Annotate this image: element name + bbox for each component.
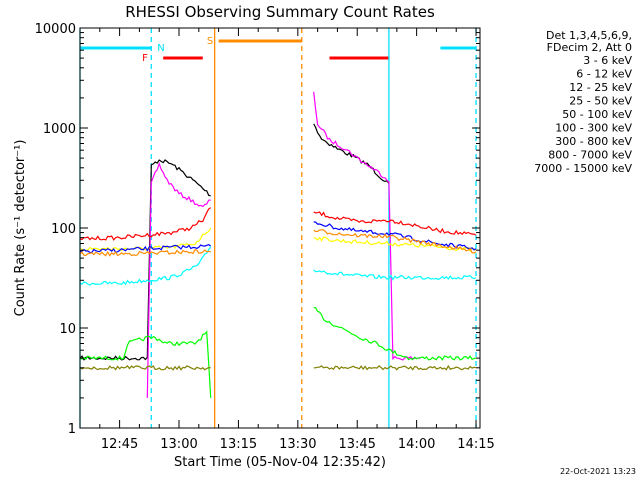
series-line [79, 207, 212, 241]
series-line [313, 307, 477, 361]
legend-entry-label: 800 - 7000 keV [548, 149, 632, 162]
flag-label-s: S [207, 36, 213, 47]
x-tick-label: 13:45 [338, 437, 375, 452]
flag-label-f: F [142, 53, 148, 64]
x-tick-label: 13:30 [279, 437, 316, 452]
series-line [313, 364, 477, 371]
series-line [313, 269, 477, 281]
legend-entry-label: 300 - 800 keV [555, 135, 632, 148]
series-line [79, 246, 212, 286]
series-line [79, 330, 212, 398]
series-line [313, 229, 477, 254]
y-tick-label: 100 [51, 222, 76, 237]
legend-entry-label: 50 - 100 keV [562, 108, 632, 121]
series-line [313, 211, 477, 236]
flag-bars: NF S [80, 36, 477, 64]
attenuator-lines [79, 28, 477, 428]
x-tick-label: 12:45 [101, 437, 138, 452]
y-axis-ticks: 1 10 100 1000 10000 [35, 22, 480, 437]
x-axis-label: Start Time (05-Nov-04 12:35:42) [174, 455, 386, 470]
series-line [313, 123, 390, 184]
series-line [79, 365, 211, 371]
legend-entry-label: 12 - 25 keV [569, 81, 632, 94]
series-line [146, 161, 211, 398]
legend-entry-label: 7000 - 15000 keV [534, 162, 632, 175]
legend: Det 1,3,4,5,6,9, FDecim 2, Att 0 3 - 6 k… [534, 29, 632, 175]
y-tick-label: 1000 [43, 122, 76, 137]
series-lines [79, 91, 477, 398]
y-tick-label: 10 [59, 322, 76, 337]
legend-entry-label: 25 - 50 keV [569, 95, 632, 108]
series-line [79, 159, 211, 361]
x-tick-label: 13:15 [220, 437, 257, 452]
series-line [313, 236, 477, 253]
chart-title: RHESSI Observing Summary Count Rates [125, 3, 435, 21]
legend-entry-label: 3 - 6 keV [583, 54, 632, 67]
footer-timestamp: 22-Oct-2021 13:23 [560, 467, 636, 476]
x-tick-label: 13:00 [160, 437, 197, 452]
series-line [79, 244, 212, 254]
y-tick-label: 10000 [35, 22, 76, 37]
x-axis-ticks: 12:45 13:00 13:15 13:30 13:45 14:00 14:15 [99, 28, 495, 452]
series-line [313, 221, 477, 251]
legend-header-line2: FDecim 2, Att 0 [547, 41, 632, 54]
flag-label-n: N [157, 43, 164, 54]
x-tick-label: 14:00 [398, 437, 435, 452]
legend-entry-label: 6 - 12 keV [576, 68, 632, 81]
legend-entry-label: 100 - 300 keV [555, 122, 632, 135]
y-tick-label: 1 [68, 422, 76, 437]
series-line [79, 249, 211, 257]
x-tick-label: 14:15 [457, 437, 494, 452]
y-axis-label: Count Rate (s⁻¹ detector⁻¹) [13, 140, 28, 317]
legend-header-line1: Det 1,3,4,5,6,9, [546, 29, 632, 42]
series-line [313, 91, 421, 361]
